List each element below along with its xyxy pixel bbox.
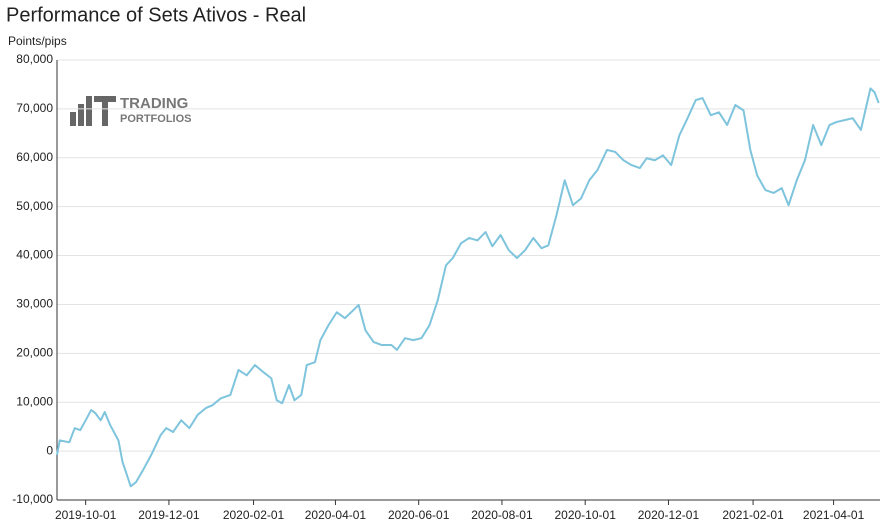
data-line: [56, 87, 880, 488]
x-tick-label: 2020-10-01: [554, 508, 616, 522]
y-tick-label: 0: [46, 443, 53, 457]
x-tick-label: 2019-10-01: [55, 508, 117, 522]
logo-text: PORTFOLIOS: [120, 113, 192, 125]
x-tick-label: 2021-04-01: [803, 508, 865, 522]
y-tick-label: 80,000: [16, 52, 53, 66]
x-tick-label: 2020-08-01: [471, 508, 533, 522]
logo-bar: [102, 96, 108, 126]
y-axis-label: Points/pips: [8, 34, 67, 48]
logo-text: TRADING: [120, 95, 188, 112]
y-tick-label: 60,000: [16, 150, 53, 164]
x-tick-label: 2020-02-01: [223, 508, 285, 522]
logo: TRADING PORTFOLIOS: [70, 95, 192, 126]
logo-bar: [86, 96, 92, 126]
y-tick-label: 50,000: [16, 199, 53, 213]
y-tick-label: 30,000: [16, 297, 53, 311]
chart-title: Performance of Sets Ativos - Real: [6, 4, 306, 26]
x-tick-label: 2020-04-01: [305, 508, 367, 522]
x-tick-label: 2020-12-01: [638, 508, 700, 522]
x-tick-label: 2019-12-01: [138, 508, 200, 522]
y-tick-label: 70,000: [16, 101, 53, 115]
y-tick-label: -10,000: [12, 492, 53, 506]
y-tick-label: 40,000: [16, 248, 53, 262]
x-tick-label: 2021-02-01: [722, 508, 784, 522]
logo-bar: [78, 104, 84, 126]
y-tick-label: 10,000: [16, 394, 53, 408]
y-tick-label: 20,000: [16, 346, 53, 360]
x-tick-label: 2020-06-01: [388, 508, 450, 522]
logo-bar: [70, 112, 76, 126]
